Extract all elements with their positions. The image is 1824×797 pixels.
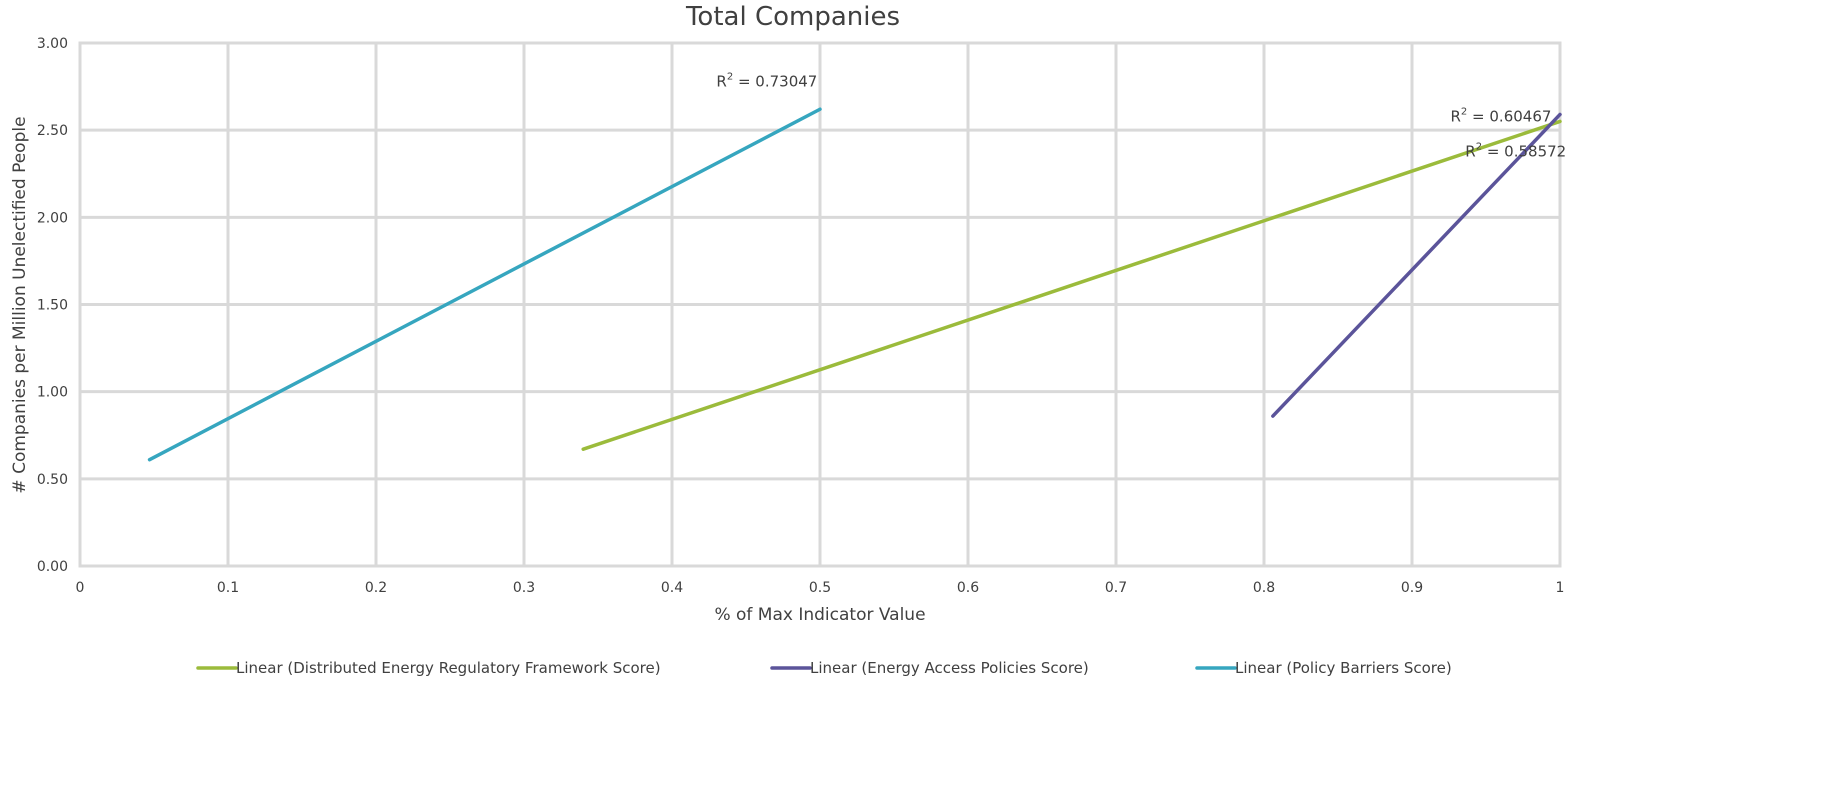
x-axis-title: % of Max Indicator Value — [714, 605, 925, 625]
legend-label-3: Linear (Policy Barriers Score) — [1235, 659, 1452, 677]
x-tick-label: 0 — [76, 580, 85, 596]
x-tick-label: 0.8 — [1253, 580, 1275, 596]
r-squared-label-1: R2 = 0.73047 — [716, 72, 817, 91]
gridlines — [78, 41, 1562, 568]
x-tick-label: 0.2 — [365, 580, 387, 596]
x-tick-label: 1 — [1556, 580, 1565, 596]
legend-label-1: Linear (Distributed Energy Regulatory Fr… — [236, 659, 661, 677]
y-tick-label: 3.00 — [37, 36, 68, 52]
x-tick-label: 0.4 — [661, 580, 683, 596]
data-series — [147, 107, 1562, 462]
legend: Linear (Distributed Energy Regulatory Fr… — [196, 659, 1452, 677]
x-tick-label: 0.5 — [809, 580, 831, 596]
y-tick-label: 2.00 — [37, 210, 68, 226]
trendline-3 — [147, 107, 822, 462]
y-tick-label: 2.50 — [37, 123, 68, 139]
chart-title: Total Companies — [685, 2, 900, 32]
x-tick-label: 0.1 — [217, 580, 239, 596]
y-tick-label: 1.50 — [37, 298, 68, 314]
trendline-2 — [1271, 112, 1562, 418]
y-axis-title: # Companies per Million Unelectified Peo… — [10, 116, 30, 493]
r-squared-annotations: R2 = 0.73047 R2 = 0.60467 R2 = 0.58572 — [716, 72, 1566, 161]
r-squared-label-3: R2 = 0.58572 — [1465, 141, 1566, 160]
trendline-1 — [581, 119, 1562, 451]
x-tick-label: 0.6 — [957, 580, 979, 596]
axes: 0.00 0.50 1.00 1.50 2.00 2.50 3.00 0 0.1 0.2 0.3 0.… — [37, 36, 1565, 596]
legend-label-2: Linear (Energy Access Policies Score) — [810, 659, 1089, 677]
x-tick-label: 0.9 — [1401, 580, 1423, 596]
y-tick-label: 1.00 — [37, 385, 68, 401]
r-squared-label-2: R2 = 0.60467 — [1450, 106, 1551, 125]
y-tick-label: 0.50 — [37, 472, 68, 488]
y-tick-label: 0.00 — [37, 559, 68, 575]
x-tick-label: 0.3 — [513, 580, 535, 596]
x-tick-label: 0.7 — [1105, 580, 1127, 596]
